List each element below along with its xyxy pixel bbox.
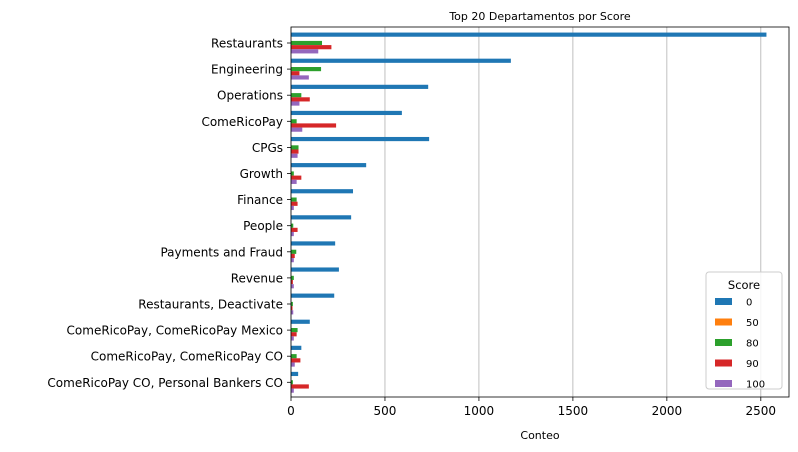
legend: Score 0 50 80 90 100 bbox=[705, 271, 783, 391]
bar-90-4 bbox=[291, 149, 299, 154]
bar-100-3 bbox=[291, 127, 303, 132]
bar-0-8 bbox=[291, 241, 336, 246]
bar-90-5 bbox=[291, 175, 302, 180]
bar-90-11 bbox=[291, 332, 297, 337]
bar-90-8 bbox=[291, 253, 295, 259]
bar-80-4 bbox=[291, 145, 299, 150]
bar-0-3 bbox=[291, 110, 402, 116]
bar-80-7 bbox=[291, 223, 294, 228]
bar-80-0 bbox=[291, 40, 323, 46]
y-tick-label: Operations bbox=[217, 89, 283, 103]
bar-0-5 bbox=[291, 163, 367, 168]
bar-0-6 bbox=[291, 189, 354, 194]
bar-0-4 bbox=[291, 136, 430, 142]
legend-label-90: 90 bbox=[746, 359, 759, 370]
bar-100-12 bbox=[291, 362, 295, 367]
plot-frame bbox=[290, 26, 790, 398]
bar-0-12 bbox=[291, 345, 302, 350]
x-tick-label: 2000 bbox=[652, 404, 683, 418]
y-tick-label: ComeRicoPay, ComeRicoPay CO bbox=[91, 350, 283, 364]
x-tick-label: 0 bbox=[287, 404, 295, 418]
bar-0-13 bbox=[291, 371, 299, 377]
y-tick-label: Payments and Fraud bbox=[160, 245, 283, 259]
bar-80-12 bbox=[291, 354, 297, 359]
bar-100-9 bbox=[291, 284, 294, 289]
bar-90-3 bbox=[291, 123, 337, 128]
bar-100-5 bbox=[291, 179, 297, 184]
y-tick-label: People bbox=[243, 219, 283, 233]
bar-100-11 bbox=[291, 336, 294, 341]
x-tick-label: 2500 bbox=[746, 404, 777, 418]
bar-80-9 bbox=[291, 275, 294, 280]
bar-80-5 bbox=[291, 171, 294, 176]
bar-0-11 bbox=[291, 319, 310, 324]
bar-90-10 bbox=[291, 306, 293, 311]
legend-swatch-100 bbox=[715, 380, 732, 387]
bar-80-2 bbox=[291, 93, 302, 98]
legend-swatch-50 bbox=[715, 318, 732, 326]
bar-100-0 bbox=[291, 49, 319, 54]
bar-90-0 bbox=[291, 45, 332, 50]
bar-100-4 bbox=[291, 153, 298, 158]
y-tick-label: Engineering bbox=[211, 63, 283, 77]
bar-0-0 bbox=[291, 32, 767, 37]
legend-label-100: 100 bbox=[746, 380, 765, 391]
bar-80-1 bbox=[291, 67, 322, 72]
x-axis: 0 500 1000 1500 2000 2500 bbox=[287, 397, 776, 418]
bar-80-3 bbox=[291, 119, 297, 124]
bar-0-2 bbox=[291, 84, 429, 89]
bar-80-6 bbox=[291, 197, 297, 202]
chart-title: Top 20 Departamentos por Score bbox=[448, 10, 631, 23]
legend-label-80: 80 bbox=[746, 339, 759, 350]
bar-80-13 bbox=[291, 380, 293, 385]
bar-90-12 bbox=[291, 358, 301, 363]
bar-0-1 bbox=[291, 58, 511, 63]
bar-90-13 bbox=[291, 384, 309, 389]
bar-80-10 bbox=[291, 301, 293, 307]
y-tick-label: ComeRicoPay, ComeRicoPay Mexico bbox=[67, 324, 283, 338]
bar-100-13 bbox=[291, 388, 294, 393]
y-axis: Restaurants Engineering Operations ComeRico… bbox=[47, 37, 291, 390]
x-tick-label: 1000 bbox=[464, 404, 495, 418]
y-tick-label: Growth bbox=[240, 167, 283, 181]
x-axis-label: Conteo bbox=[520, 429, 559, 442]
y-tick-label: Revenue bbox=[231, 271, 283, 285]
y-tick-label: CPGs bbox=[252, 141, 283, 155]
y-tick-label: ComeRicoPay CO, Personal Bankers CO bbox=[47, 376, 283, 390]
bars bbox=[291, 32, 767, 393]
bar-0-10 bbox=[291, 293, 335, 298]
y-tick-label: ComeRicoPay bbox=[201, 115, 283, 129]
x-tick-label: 1500 bbox=[558, 404, 589, 418]
bar-100-8 bbox=[291, 258, 294, 263]
legend-swatch-80 bbox=[715, 339, 732, 346]
bar-100-7 bbox=[291, 231, 294, 237]
bar-100-2 bbox=[291, 101, 300, 106]
bar-100-6 bbox=[291, 205, 294, 211]
gridlines bbox=[290, 27, 762, 397]
bar-90-1 bbox=[291, 71, 300, 76]
legend-swatch-90 bbox=[715, 359, 732, 367]
bar-0-9 bbox=[291, 267, 339, 272]
bar-100-1 bbox=[291, 75, 309, 80]
bar-90-9 bbox=[291, 279, 293, 285]
bar-90-7 bbox=[291, 227, 298, 232]
legend-title: Score bbox=[728, 278, 760, 292]
bar-80-11 bbox=[291, 328, 298, 333]
y-tick-label: Restaurants, Deactivate bbox=[138, 298, 283, 312]
bar-90-2 bbox=[291, 97, 310, 102]
y-tick-label: Restaurants bbox=[211, 37, 283, 51]
bar-90-6 bbox=[291, 201, 298, 206]
bar-0-7 bbox=[291, 215, 352, 220]
bar-100-10 bbox=[291, 310, 294, 315]
bar-80-8 bbox=[291, 249, 297, 254]
legend-swatch-0 bbox=[715, 298, 732, 305]
y-tick-label: Finance bbox=[237, 193, 283, 207]
legend-label-50: 50 bbox=[746, 318, 759, 329]
legend-label-0: 0 bbox=[746, 298, 752, 309]
x-tick-label: 500 bbox=[374, 404, 397, 418]
